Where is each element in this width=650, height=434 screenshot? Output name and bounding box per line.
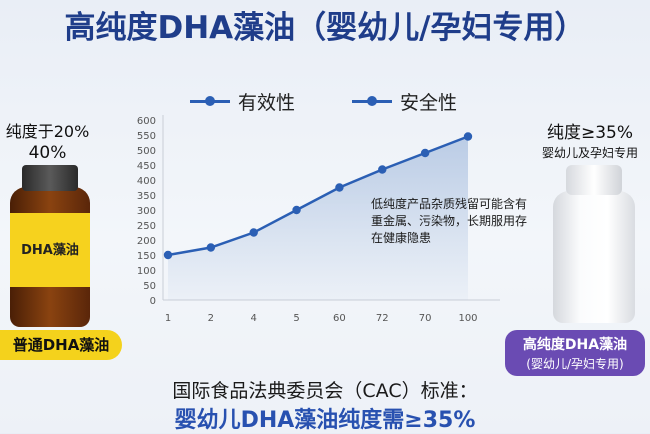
data-point bbox=[378, 165, 387, 174]
data-point bbox=[249, 228, 258, 237]
y-tick-label: 300 bbox=[137, 206, 156, 217]
left-purity-text: 纯度于20% 40% bbox=[0, 118, 95, 163]
data-point bbox=[335, 183, 344, 192]
y-tick-label: 100 bbox=[137, 266, 156, 277]
high-purity-dha-bottle bbox=[553, 165, 635, 323]
x-tick-label: 2 bbox=[208, 313, 214, 324]
data-point bbox=[206, 243, 216, 252]
right-purity-text: 纯度≥35% 婴幼儿及孕妇专用 bbox=[530, 118, 650, 161]
x-tick-label: 100 bbox=[458, 313, 477, 324]
x-tick-label: 60 bbox=[333, 313, 346, 324]
high-purity-dha-badge: 高纯度DHA藻油 (婴幼儿/孕妇专用) bbox=[505, 330, 645, 376]
standard-requirement: 婴幼儿DHA藻油纯度需≥35% bbox=[174, 408, 476, 433]
data-point bbox=[463, 132, 473, 141]
legend-line-marker bbox=[352, 96, 392, 106]
chart-annotation: 低纯度产品杂质残留可能含有重金属、污染物，长期服用存在健康隐患 bbox=[371, 197, 528, 245]
x-tick-label: 72 bbox=[376, 313, 389, 324]
right-purity-line2: 婴幼儿及孕妇专用 bbox=[541, 146, 638, 160]
standard-caption: 国际食品法典委员会（CAC）标准： bbox=[172, 380, 478, 402]
x-tick-label: 70 bbox=[419, 313, 432, 324]
y-tick-label: 50 bbox=[143, 281, 156, 292]
data-point bbox=[163, 250, 173, 260]
y-tick-label: 0 bbox=[150, 296, 156, 307]
page-title: 高纯度DHA藻油（婴幼儿/孕妇专用） bbox=[64, 10, 586, 46]
bottle-label-text: DHA藻油 bbox=[21, 243, 79, 258]
x-tick-label: 1 bbox=[165, 313, 171, 324]
high-purity-badge-line2: (婴幼儿/孕妇专用) bbox=[526, 357, 624, 371]
standard-dha-bottle: DHA藻油 bbox=[10, 165, 90, 330]
left-purity-line1: 纯度于20% bbox=[5, 122, 90, 141]
chart-area-fill bbox=[168, 136, 468, 300]
standard-dha-badge: 普通DHA藻油 bbox=[0, 330, 122, 360]
x-tick-label: 5 bbox=[293, 313, 299, 324]
y-tick-label: 450 bbox=[137, 161, 156, 172]
data-point bbox=[292, 205, 301, 215]
y-tick-label: 250 bbox=[137, 221, 156, 232]
y-tick-label: 500 bbox=[137, 146, 156, 157]
y-tick-label: 350 bbox=[137, 191, 156, 202]
data-point bbox=[420, 148, 430, 158]
legend-label: 安全性 bbox=[400, 92, 458, 114]
legend-item-safety: 安全性 bbox=[352, 88, 458, 114]
y-tick-label: 200 bbox=[137, 236, 156, 247]
x-tick-label: 4 bbox=[251, 313, 257, 324]
right-purity-line1: 纯度≥35% bbox=[546, 123, 634, 143]
legend-item-effectiveness: 有效性 bbox=[190, 88, 296, 114]
series-line bbox=[167, 135, 469, 257]
y-tick-label: 150 bbox=[137, 251, 156, 262]
legend-label: 有效性 bbox=[238, 92, 296, 114]
y-tick-label: 550 bbox=[137, 131, 156, 142]
y-tick-label: 400 bbox=[137, 176, 156, 187]
legend-line-marker bbox=[190, 96, 230, 106]
high-purity-badge-line1: 高纯度DHA藻油 bbox=[522, 337, 628, 353]
left-purity-line2: 40% bbox=[28, 143, 67, 163]
y-tick-label: 600 bbox=[137, 116, 156, 127]
